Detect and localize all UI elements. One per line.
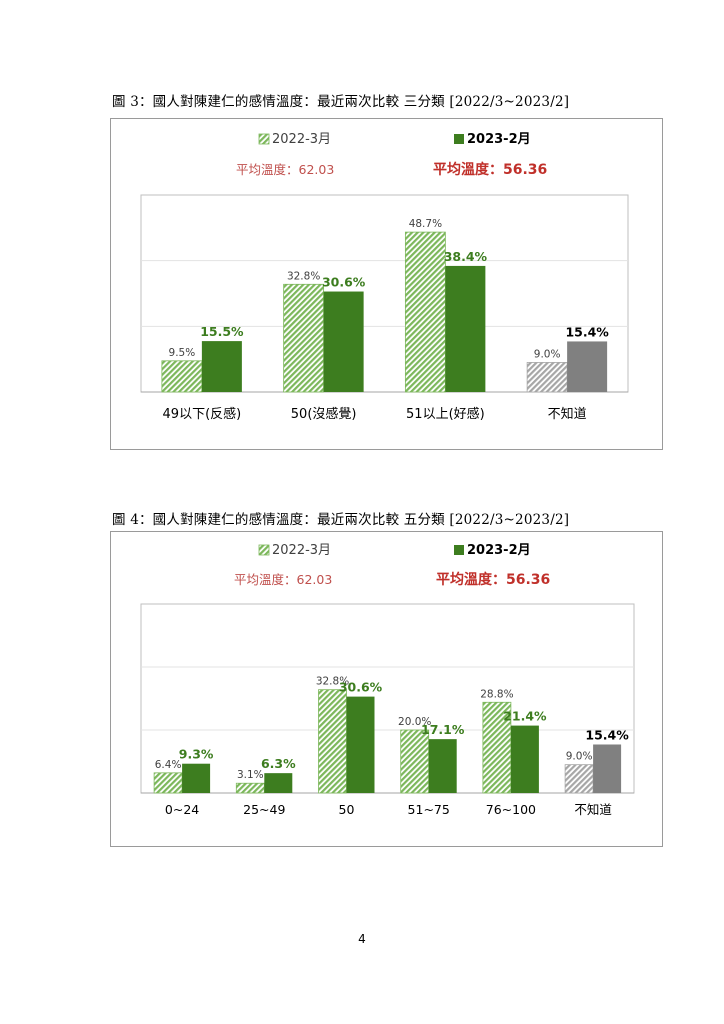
data-label-2022-3: 20.0% [398,716,431,728]
data-label-2023-2: 38.4% [444,249,488,264]
bar-2022-3 [283,283,325,393]
figure-3-chart: 2022-3月 2023-2月平均溫度：62.03 平均溫度：56.36 9.5% 15… [110,118,663,450]
figure-3-caption: 圖 3：國人對陳建仁的感情溫度：最近兩次比較 三分類 [2022/3~2023/… [112,94,570,110]
data-label-2023-2: 6.3% [261,756,296,771]
average-2022-3: 平均溫度：62.03 [236,162,334,177]
bar-2023-2 [428,739,457,793]
data-label-2022-3: 48.7% [409,218,442,230]
average-2023-2: 平均溫度：56.36 [433,161,547,178]
legend-swatch-2023-2 [454,134,464,144]
category-label: 不知道 [574,802,612,817]
bar-2022-3 [235,782,265,794]
data-label-2023-2: 30.6% [322,275,366,290]
data-label-2022-3: 3.1% [237,769,264,781]
data-label-2022-3: 32.8% [287,270,320,282]
bar-2022-3 [318,689,347,794]
figure-4-chart: 2022-3月 2023-2月 平均溫度：62.03 平均溫度：56.36 6.4% 9.… [110,531,663,847]
bar-2022-3 [153,772,183,794]
data-label-2022-3: 32.8% [316,676,349,688]
data-label-2022-3: 6.4% [155,759,182,771]
category-label: 51~75 [408,802,450,817]
data-label-2023-2: 15.4% [565,324,609,339]
category-label: 50 [339,802,355,817]
category-label: 0~24 [165,802,199,817]
category-label: 76~100 [486,802,536,817]
bar-2023-2 [567,341,608,392]
bar-2023-2 [201,341,242,392]
bar-2022-3 [161,360,203,393]
category-label: 51以上(好感) [406,406,485,422]
category-label: 25~49 [243,802,285,817]
category-label: 49以下(反感) [163,406,242,422]
data-label-2023-2: 15.4% [585,727,629,742]
bar-2023-2 [346,696,375,793]
legend-swatch-2023-2 [454,545,464,555]
bar-2022-3 [404,231,446,393]
data-label-2023-2: 15.5% [200,324,244,339]
legend-label-2022-3: 2022-3月 [272,132,331,147]
data-label-2023-2: 17.1% [421,722,465,737]
bar-2023-2 [593,744,622,793]
data-label-2023-2: 21.4% [503,709,547,724]
average-2023-2: 平均溫度：56.36 [436,571,550,588]
bar-2023-2 [323,291,364,392]
bar-2023-2 [182,763,211,793]
plot-area [140,603,635,794]
legend-swatch-2022-3 [258,133,270,145]
bar-2022-3 [400,729,430,794]
data-label-2022-3: 28.8% [480,688,513,700]
legend-label-2023-2: 2023-2月 [467,132,531,147]
data-label-2022-3: 9.0% [566,751,593,763]
data-label-2023-2: 9.3% [179,747,214,762]
bar-2022-3 [482,701,512,794]
data-label-2022-3: 9.5% [169,347,196,359]
legend-label-2023-2: 2023-2月 [467,543,531,558]
data-label-2023-2: 30.6% [339,680,383,695]
bar-2022-3 [564,764,594,794]
category-label: 不知道 [548,406,587,422]
bar-2023-2 [264,773,293,793]
page-number: 4 [358,932,366,946]
bar-2023-2 [445,265,486,392]
legend-label-2022-3: 2022-3月 [272,543,331,558]
data-label-2022-3: 9.0% [534,348,561,360]
category-label: 50(沒感覺) [291,406,357,422]
bar-2022-3 [526,362,568,393]
bar-2023-2 [510,725,539,793]
average-2022-3: 平均溫度：62.03 [234,572,332,587]
legend-swatch-2022-3 [258,544,270,556]
figure-4-caption: 圖 4：國人對陳建仁的感情溫度：最近兩次比較 五分類 [2022/3~2023/… [112,512,570,528]
